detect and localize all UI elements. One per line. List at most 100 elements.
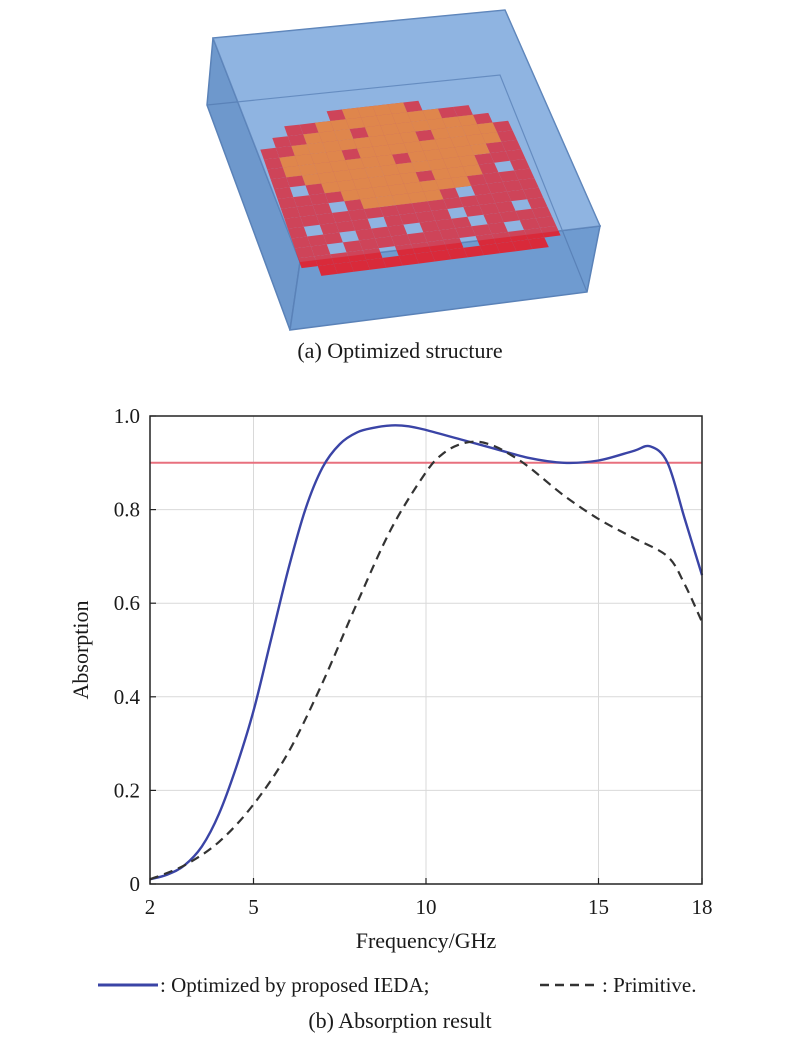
red-pattern-cell (439, 228, 460, 240)
red-pattern-cell (267, 167, 287, 180)
red-pattern-cell (415, 210, 436, 223)
red-pattern-cell (298, 256, 318, 269)
x-tick-label: 10 (416, 895, 437, 919)
red-pattern-cell (479, 203, 500, 215)
red-pattern-cell (375, 236, 395, 249)
orange-pattern-cell (361, 115, 381, 128)
red-pattern-cell (307, 234, 327, 247)
red-pattern-cell (305, 183, 325, 196)
orange-pattern-cell (391, 193, 412, 206)
orange-pattern-cell (477, 122, 497, 134)
caption-absorption-result: (b) Absorption result (308, 1008, 492, 1033)
orange-pattern-cell (360, 197, 380, 209)
red-pattern-cell (294, 246, 315, 259)
orange-pattern-cell (430, 127, 451, 140)
red-pattern-cell (275, 146, 295, 158)
orange-pattern-cell (399, 131, 420, 143)
red-pattern-cell (519, 218, 541, 230)
red-pattern-cell (437, 106, 458, 119)
orange-pattern-cell (451, 176, 471, 188)
orange-pattern-cell (329, 160, 349, 172)
red-pattern-cell (515, 208, 536, 221)
orange-pattern-cell (337, 138, 357, 151)
red-pattern-cell (435, 218, 456, 231)
red-pattern-cell (293, 195, 313, 207)
orange-pattern-cell (388, 183, 408, 196)
red-pattern-cell (489, 151, 510, 163)
orange-pattern-cell (337, 179, 357, 192)
orange-pattern-cell (387, 102, 408, 114)
orange-pattern-cell (306, 142, 326, 154)
orange-pattern-cell (310, 152, 330, 164)
red-pattern-cell (296, 205, 317, 217)
red-pattern-cell (498, 170, 519, 182)
red-pattern-cell (439, 187, 460, 200)
red-pattern-cell (411, 242, 432, 254)
red-pattern-cell (310, 244, 331, 257)
red-pattern-cell (355, 228, 376, 241)
orange-pattern-cell (422, 108, 442, 121)
red-pattern-cell (509, 158, 530, 171)
chart-grid (149, 415, 703, 885)
red-pattern-cell (351, 218, 372, 231)
orange-pattern-cell (372, 144, 392, 157)
orange-pattern-cell (403, 181, 424, 194)
orange-pattern-cell (364, 166, 385, 178)
orange-pattern-cell (334, 129, 354, 141)
red-pattern-cell (478, 162, 499, 175)
red-pattern-cell (443, 197, 464, 209)
orange-pattern-cell (294, 154, 314, 166)
series-line-primitive (149, 440, 703, 881)
orange-pattern-cell (458, 155, 479, 167)
orange-pattern-cell (447, 166, 467, 178)
red-pattern-cell (344, 199, 364, 211)
orange-pattern-cell (372, 185, 392, 198)
orange-pattern-cell (322, 140, 342, 153)
orange-pattern-cell (388, 143, 408, 155)
red-pattern-cell (499, 210, 520, 223)
orange-pattern-cell (423, 189, 444, 202)
red-pattern-cell (287, 226, 308, 239)
red-pattern-cell (507, 229, 529, 242)
orange-pattern-cell (330, 119, 350, 131)
orange-pattern-cell (360, 156, 381, 168)
red-pattern-cell (411, 201, 432, 213)
red-pattern-cell (391, 234, 412, 247)
red-pattern-cell (471, 183, 492, 196)
x-axis-ticks: 2 5 10 15 18 (145, 878, 713, 919)
red-pattern-cell (447, 247, 468, 260)
red-pattern-cell (284, 124, 304, 137)
substrate-top-cover (213, 10, 600, 262)
orange-pattern-cell (431, 168, 452, 180)
orange-pattern-cell (356, 187, 376, 200)
chart-legend: : Optimized by proposed IEDA; : Primitiv… (98, 973, 697, 997)
caption-optimized-structure: (a) Optimized structure (297, 338, 503, 363)
red-pattern-cell (317, 264, 338, 276)
y-axis-ticks: 0 0.2 0.4 0.6 0.8 1.0 (114, 404, 156, 896)
red-pattern-cell (291, 236, 311, 249)
red-pattern-cell (482, 172, 503, 184)
red-pattern-cell (280, 206, 301, 219)
optimized-structure-figure (206, 9, 602, 331)
orange-pattern-cell (282, 165, 302, 178)
orange-pattern-cell (357, 146, 377, 159)
y-tick-label: 0.2 (114, 778, 140, 802)
orange-pattern-cell (407, 110, 427, 122)
red-pattern-cell (270, 177, 290, 190)
red-pattern-cell (463, 245, 484, 258)
x-tick-label: 5 (248, 895, 259, 919)
red-pattern-cell (314, 254, 334, 267)
red-pattern-cell (359, 238, 379, 251)
red-pattern-cell (286, 175, 306, 188)
orange-pattern-cell (454, 145, 475, 157)
red-pattern-cell (531, 206, 552, 219)
y-tick-label: 0.4 (114, 685, 141, 709)
red-pattern-cell (495, 241, 517, 254)
orange-pattern-cell (427, 158, 447, 171)
red-pattern-cell (505, 149, 526, 161)
orange-pattern-cell (442, 116, 462, 128)
red-pattern-cell (342, 240, 363, 253)
orange-pattern-cell (325, 150, 346, 162)
red-pattern-cell (518, 178, 539, 190)
red-pattern-cell (332, 211, 352, 223)
